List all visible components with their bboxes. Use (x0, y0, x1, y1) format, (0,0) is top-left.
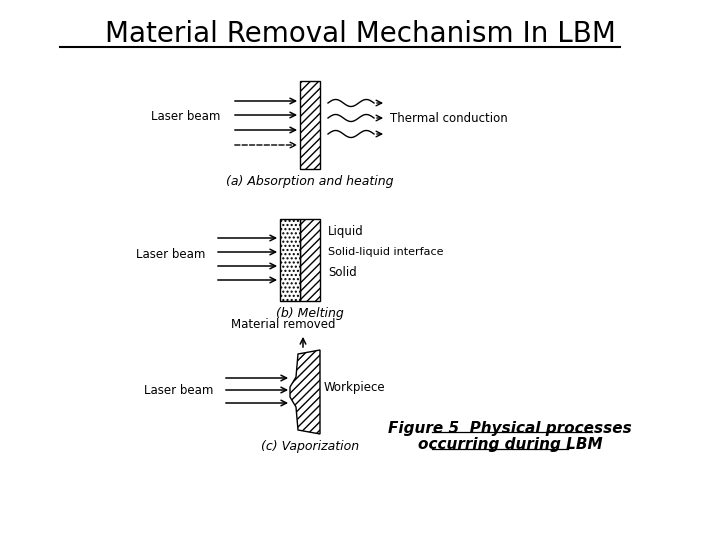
Text: (b) Melting: (b) Melting (276, 307, 344, 320)
Text: Figure 5  Physical processes: Figure 5 Physical processes (388, 421, 632, 435)
Text: Material removed: Material removed (230, 318, 336, 330)
Text: Workpiece: Workpiece (324, 381, 386, 394)
Text: Thermal conduction: Thermal conduction (390, 111, 508, 125)
Text: Solid: Solid (328, 266, 356, 279)
Text: occurring during LBM: occurring during LBM (418, 437, 603, 453)
Text: Solid-liquid interface: Solid-liquid interface (328, 247, 444, 257)
Polygon shape (290, 350, 320, 434)
Text: (c) Vaporization: (c) Vaporization (261, 440, 359, 453)
Text: Laser beam: Laser beam (150, 111, 220, 124)
Text: Liquid: Liquid (328, 226, 364, 239)
Text: (a) Absorption and heating: (a) Absorption and heating (226, 175, 394, 188)
Text: Laser beam: Laser beam (143, 383, 213, 396)
Text: Laser beam: Laser beam (135, 248, 205, 261)
Bar (280, 219, 300, 301)
Bar (300, 219, 320, 301)
Text: Material Removal Mechanism In LBM: Material Removal Mechanism In LBM (104, 20, 616, 48)
Bar (300, 81, 320, 169)
